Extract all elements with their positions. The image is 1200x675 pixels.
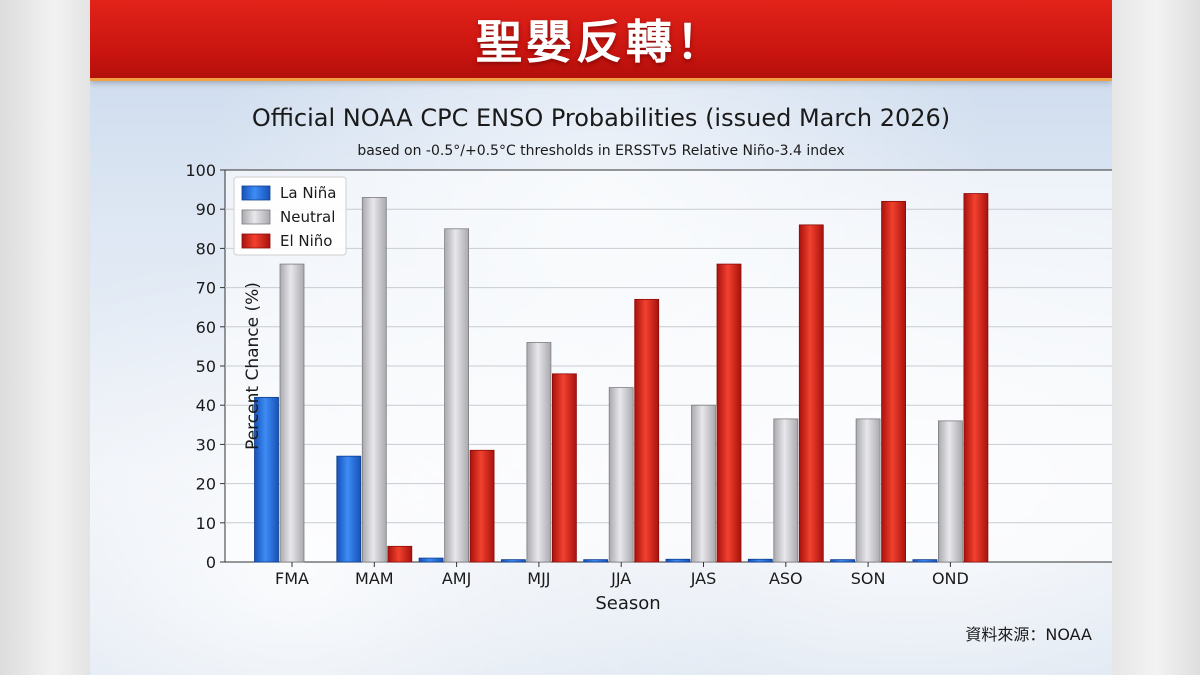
bar-el-ni-o-mjj bbox=[551, 373, 577, 563]
source-note: 資料來源：NOAA bbox=[965, 625, 1092, 644]
y-tick-label: 100 bbox=[185, 161, 216, 180]
bar-neutral-son bbox=[855, 418, 881, 563]
left-margin bbox=[0, 0, 90, 675]
y-tick-label: 70 bbox=[196, 279, 216, 298]
bars bbox=[254, 193, 989, 563]
bar-neutral-fma bbox=[279, 263, 305, 563]
x-axis-label: Season bbox=[595, 593, 660, 614]
bar-la-ni-a-son bbox=[830, 559, 855, 563]
bar-la-ni-a-ond bbox=[912, 559, 938, 563]
y-tick-label: 0 bbox=[206, 553, 216, 572]
bar-neutral-mjj bbox=[526, 342, 552, 563]
x-tick-label: AMJ bbox=[442, 569, 471, 588]
y-tick-label: 60 bbox=[196, 318, 216, 337]
legend: La Niña Neutral El Niño bbox=[233, 176, 347, 256]
bar-el-ni-o-son bbox=[881, 200, 906, 563]
y-tick-label: 50 bbox=[196, 357, 216, 376]
bar-el-ni-o-jas bbox=[716, 263, 742, 563]
x-tick-label: OND bbox=[932, 569, 969, 588]
axes: 0 10 20 30 40 50 60 70 80 90 100 FMA MAM AMJ MJJ JJA JAS… bbox=[185, 161, 968, 588]
bar-la-ni-a-jja bbox=[583, 559, 609, 563]
infographic-panel: 聖嬰反轉！ Official NOAA CPC ENSO Probabiliti… bbox=[90, 0, 1112, 675]
title-banner: 聖嬰反轉！ bbox=[90, 0, 1112, 81]
bar-chart: 0 10 20 30 40 50 60 70 80 90 100 FMA MAM AMJ MJJ JJA JAS… bbox=[185, 161, 1112, 614]
right-margin bbox=[1112, 0, 1200, 675]
legend-swatch bbox=[241, 209, 271, 225]
x-tick-label: MAM bbox=[355, 569, 394, 588]
x-tick-label: MJJ bbox=[527, 569, 550, 588]
bar-el-ni-o-mam bbox=[387, 545, 413, 563]
bar-la-ni-a-aso bbox=[747, 558, 773, 563]
y-tick-label: 30 bbox=[196, 435, 216, 454]
legend-swatch bbox=[241, 233, 271, 249]
chart-title: Official NOAA CPC ENSO Probabilities (is… bbox=[251, 104, 951, 132]
bar-neutral-amj bbox=[444, 228, 470, 563]
y-tick-label: 10 bbox=[196, 514, 216, 533]
bar-la-ni-a-amj bbox=[418, 557, 444, 563]
x-tick-label: JAS bbox=[690, 569, 717, 588]
bar-la-ni-a-mam bbox=[336, 455, 362, 563]
bar-neutral-ond bbox=[938, 420, 963, 563]
bar-neutral-mam bbox=[361, 197, 387, 563]
bar-el-ni-o-jja bbox=[634, 298, 660, 563]
banner-title: 聖嬰反轉！ bbox=[476, 15, 726, 69]
legend-swatch bbox=[241, 185, 271, 201]
y-tick-label: 90 bbox=[196, 200, 216, 219]
bar-el-ni-o-amj bbox=[469, 449, 495, 563]
y-tick-label: 20 bbox=[196, 475, 216, 494]
legend-label: La Niña bbox=[280, 184, 336, 202]
bar-el-ni-o-ond bbox=[963, 193, 989, 563]
bar-neutral-aso bbox=[773, 418, 799, 563]
y-tick-label: 40 bbox=[196, 396, 216, 415]
bar-el-ni-o-aso bbox=[798, 224, 824, 563]
x-tick-label: ASO bbox=[769, 569, 803, 588]
legend-label: Neutral bbox=[280, 208, 335, 226]
bar-la-ni-a-mjj bbox=[500, 559, 526, 563]
x-tick-label: JJA bbox=[610, 569, 631, 588]
legend-label: El Niño bbox=[280, 232, 333, 250]
bar-neutral-jas bbox=[691, 404, 716, 563]
x-tick-label: SON bbox=[851, 569, 886, 588]
x-tick-label: FMA bbox=[275, 569, 309, 588]
y-tick-label: 80 bbox=[196, 239, 216, 258]
chart-subtitle: based on -0.5°/+0.5°C thresholds in ERSS… bbox=[357, 143, 845, 159]
bar-la-ni-a-fma bbox=[254, 396, 279, 563]
bar-neutral-jja bbox=[608, 387, 634, 563]
y-axis-label: Percent Chance (%) bbox=[243, 282, 263, 450]
bar-la-ni-a-jas bbox=[665, 558, 691, 563]
